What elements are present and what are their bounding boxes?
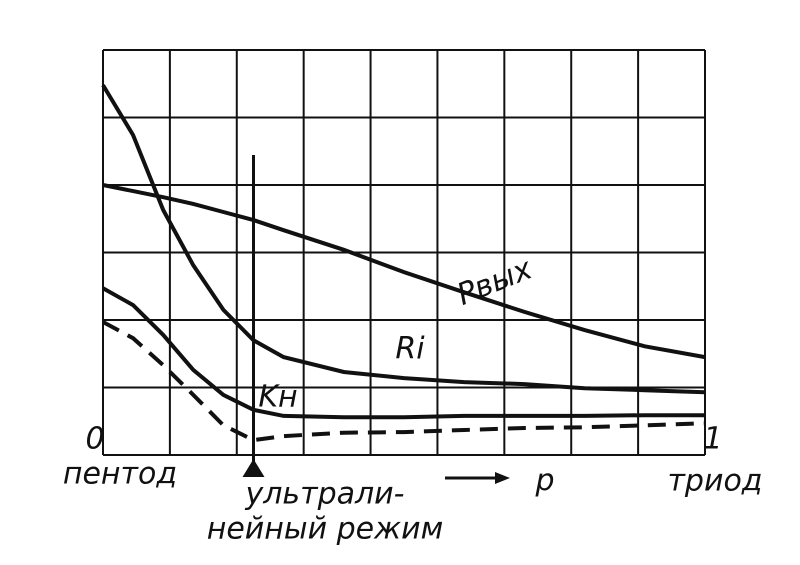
x-tick-label: 1 [703,422,722,457]
x-tick-label: 0 [85,422,104,457]
marker-label: ультрали- [244,477,404,512]
x-axis-label: p [534,464,554,499]
x-start-label: пентод [63,457,177,492]
x-end-label: триод [667,464,762,499]
series-line [102,183,706,360]
series-line [102,286,705,420]
series-line [101,84,706,395]
series-line [102,320,706,443]
marker-triangle [242,459,265,477]
marker-label: нейный режим [207,512,444,547]
series-label: Ri [395,332,425,367]
x-arrow-head [495,472,510,484]
series-label: Kн [258,380,297,415]
